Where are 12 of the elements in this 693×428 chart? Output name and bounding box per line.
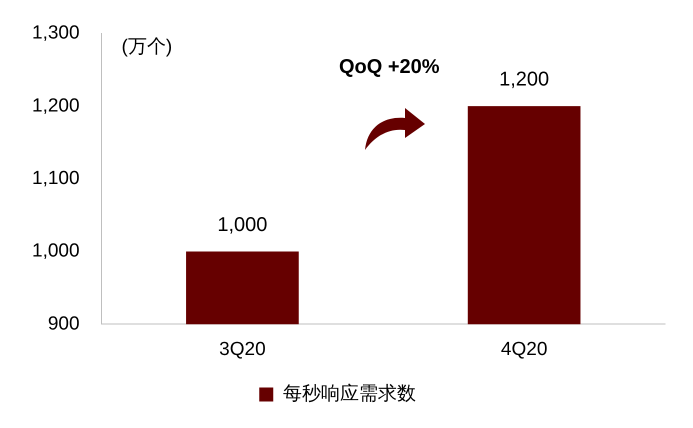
legend-label: 每秒响应需求数 bbox=[282, 382, 416, 405]
annotation: QoQ +20% bbox=[338, 56, 440, 78]
y-axis-title: (万个) bbox=[122, 36, 172, 58]
x-tick-label: 3Q20 bbox=[219, 338, 266, 360]
y-tick-label: 1,200 bbox=[32, 95, 80, 116]
data-label: 1,200 bbox=[499, 68, 550, 91]
y-tick-label: 1,000 bbox=[32, 240, 80, 262]
y-tick-label: 900 bbox=[48, 313, 80, 334]
x-tick-label: 4Q20 bbox=[500, 338, 548, 360]
data-label: 1,000 bbox=[217, 214, 268, 236]
y-tick-label: 1,300 bbox=[32, 22, 80, 44]
y-tick-label: 1,100 bbox=[32, 168, 80, 190]
